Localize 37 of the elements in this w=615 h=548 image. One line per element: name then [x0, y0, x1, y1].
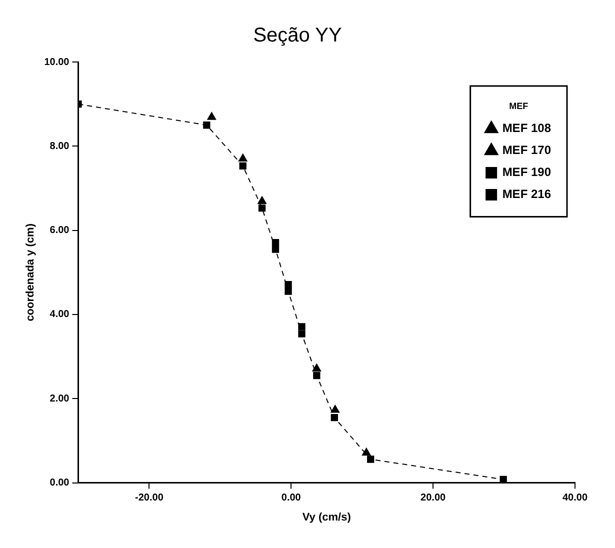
point — [272, 246, 280, 253]
x-tick-label: 20.00 — [420, 492, 446, 504]
point — [284, 281, 292, 288]
y-tick-label: 8.00 — [50, 140, 70, 152]
y-tick-label: 0.00 — [50, 478, 70, 489]
legend-title: MEF — [509, 100, 529, 111]
x-axis-title: Vy (cm/s) — [302, 511, 352, 524]
point — [272, 238, 280, 246]
point — [298, 330, 306, 338]
x-tick-label: 0.00 — [281, 492, 302, 504]
point — [207, 112, 216, 120]
legend-label: MEF 190 — [502, 165, 552, 180]
y-tick-label: 2.00 — [50, 393, 70, 404]
point — [312, 364, 321, 372]
legend-label: MEF 216 — [502, 187, 552, 202]
point — [298, 323, 306, 330]
point — [367, 456, 374, 463]
point — [203, 122, 210, 129]
point — [238, 154, 248, 162]
point — [500, 476, 507, 483]
chart-title: Seção YY — [253, 24, 342, 47]
y-axis-title: coordenada y (cm) — [24, 223, 37, 322]
point — [239, 162, 246, 170]
point — [258, 196, 266, 204]
x-tick-label: -20.00 — [135, 492, 164, 504]
legend-label: MEF 108 — [502, 121, 552, 136]
point — [258, 204, 266, 212]
legend-label: MEF 170 — [502, 143, 552, 158]
y-tick-label: 6.00 — [50, 225, 70, 236]
point — [313, 372, 320, 380]
point — [330, 414, 338, 422]
point — [330, 405, 340, 413]
y-tick-label: 10.00 — [44, 56, 70, 68]
y-tick-label: 4.00 — [50, 309, 70, 320]
x-tick-label: 40.00 — [562, 492, 588, 504]
point — [362, 448, 371, 456]
point — [284, 288, 292, 295]
